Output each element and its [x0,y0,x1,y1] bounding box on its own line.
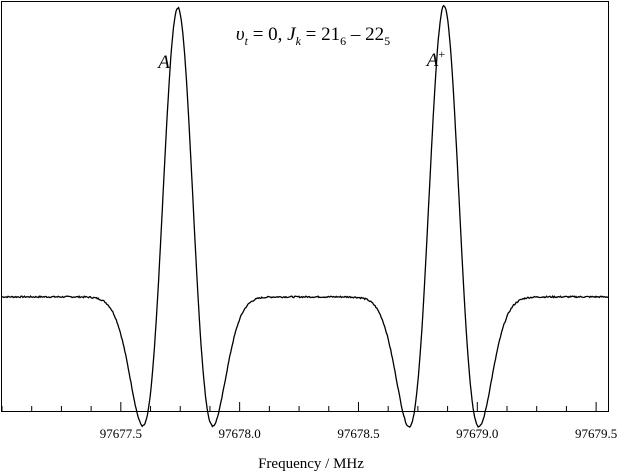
x-tick-label: 97679.0 [456,426,498,441]
title-eq: = 21 [301,24,340,45]
x-axis-ticks [1,402,597,411]
title-mid: = 0, [248,24,287,45]
peak-label-a: A [156,52,170,73]
title-dash: – 22 [346,24,384,45]
chart-title: υt = 0, Jk = 216 – 225 [236,24,390,48]
x-axis-label: Frequency / MHz [258,456,364,472]
plot-frame [1,1,609,412]
peak-label-a-plus: A+ [425,47,446,71]
spectrum-line [1,4,609,428]
title-sub2: 5 [384,34,390,48]
title-jsym-sub: k [296,34,302,48]
x-axis-tick-labels: 97677.5 97678.0 97678.5 97679.0 97679.5 [100,426,618,441]
title-sub1: 6 [340,34,346,48]
x-tick-label: 97678.5 [337,426,379,441]
x-tick-label: 97678.0 [219,426,261,441]
x-tick-label: 97677.5 [100,426,142,441]
title-prefix: υ [236,24,245,45]
title-prefix-sub: t [245,34,249,48]
x-tick-label: 97679.5 [575,426,617,441]
title-jsym: J [287,24,297,45]
